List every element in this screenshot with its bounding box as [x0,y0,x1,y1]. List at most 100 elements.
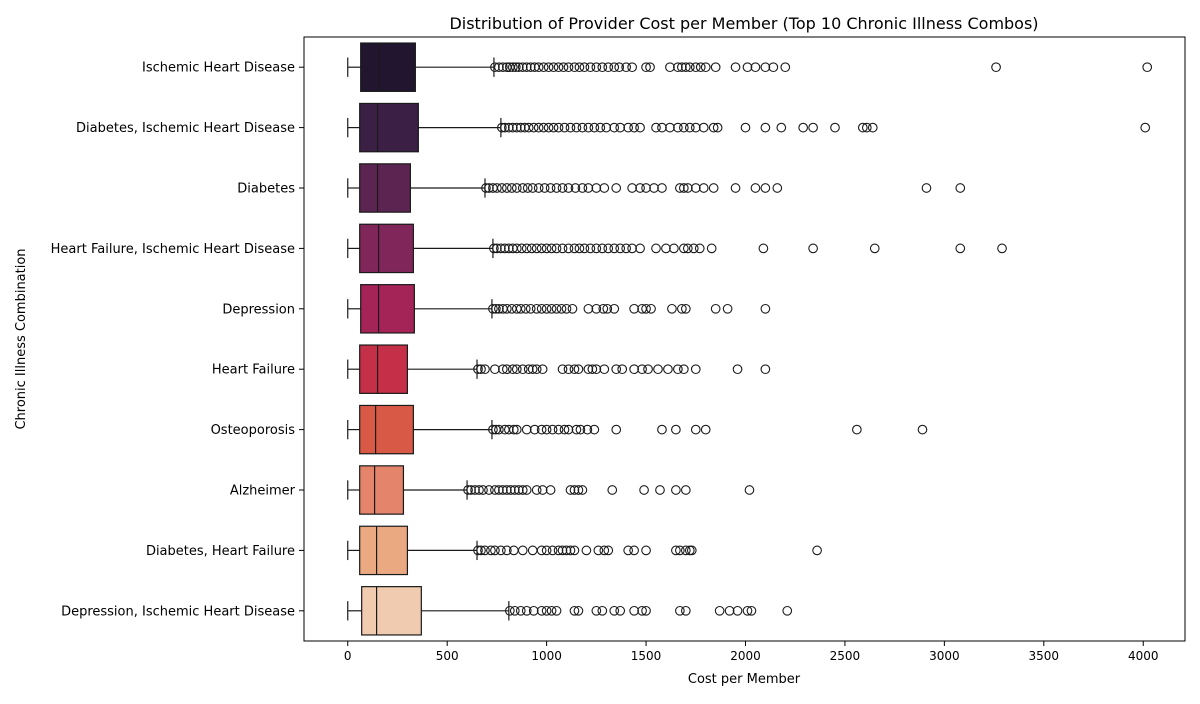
outlier-point [569,243,580,254]
outlier-point [591,183,602,193]
outlier-point [615,243,626,254]
outlier-point [515,303,526,314]
outlier-point [551,183,562,193]
outlier-point [563,243,574,254]
outlier-point [852,424,862,435]
outlier-point [492,183,502,193]
outlier-point [563,183,574,193]
outlier-point [546,605,557,616]
outlier-point [585,243,596,254]
outlier-point [506,303,517,314]
outlier-point [541,243,552,254]
y-tick-label: Diabetes [237,182,295,197]
outlier-point [536,605,547,616]
outlier-point [645,62,655,73]
outlier-point [556,303,567,314]
outlier-point [690,62,701,73]
outlier-point [663,364,673,375]
outlier-point [991,62,1001,73]
outlier-point [511,424,522,435]
outlier-point [553,545,564,556]
outlier-point [609,62,620,73]
outlier-point [511,364,522,375]
outlier-point [617,364,628,375]
outlier-point [673,122,683,133]
outlier-point [921,183,932,193]
outlier-point [722,303,733,314]
y-tick-label: Ischemic Heart Disease [142,61,295,76]
outlier-point [629,303,639,314]
outlier-point [1140,122,1151,133]
outlier-point [489,243,499,254]
outlier-point [583,303,594,314]
outlier-point [708,183,719,193]
outlier-point [490,545,500,556]
outlier-point [527,364,538,375]
outlier-point [565,545,576,556]
outlier-point [579,243,590,254]
outlier-point [680,485,691,495]
outlier-point [480,364,490,375]
box-group [347,102,1151,153]
outlier-point [678,364,689,375]
outlier-point [546,303,557,314]
outlier-point [712,122,723,133]
outlier-point [861,122,872,133]
outlier-point [782,605,793,616]
iqr-box [359,344,409,394]
outlier-point [780,62,791,73]
outlier-point [503,122,514,133]
outlier-point [591,243,602,254]
outlier-point [602,303,613,314]
box-group [347,223,1007,274]
outlier-point [651,122,661,133]
outlier-point [758,243,769,254]
outlier-point [609,243,620,254]
outlier-point [505,485,516,495]
outlier-point [511,183,522,193]
outlier-point [509,485,520,495]
outlier-point [742,605,753,616]
outlier-point [621,62,632,73]
outlier-point [772,183,783,193]
outlier-point [509,605,520,616]
outlier-point [614,62,625,73]
outlier-point [539,183,550,193]
outlier-point [597,62,608,73]
outlier-point [641,605,651,616]
x-tick-label: 2500 [830,649,861,663]
outlier-point [573,605,584,616]
outlier-point [639,485,649,495]
outlier-point [623,545,634,556]
outlier-point [730,183,741,193]
outlier-point [675,545,685,556]
outlier-point [657,424,667,435]
outlier-point [473,545,483,556]
outlier-point [537,485,548,495]
outlier-point [507,122,518,133]
outlier-point [553,424,564,435]
outlier-point [492,243,502,254]
outlier-point [680,62,691,73]
y-tick-label: Heart Failure, Ischemic Heart Disease [51,242,295,257]
outlier-point [591,303,602,314]
outlier-point [677,303,687,314]
outlier-point [629,605,639,616]
outlier-point [536,303,547,314]
outlier-point [523,364,534,375]
outlier-point [760,62,771,73]
outlier-point [528,605,539,616]
x-tick-label: 3000 [929,649,960,663]
outlier-point [750,183,761,193]
outlier-point [585,62,596,73]
box-group [347,465,755,515]
box-group [347,344,771,394]
outlier-point [682,243,693,254]
outlier-point [609,303,620,314]
outlier-point [700,62,711,73]
outlier-point [529,424,540,435]
outlier-point [710,303,721,314]
outlier-point [573,364,584,375]
outlier-point [746,605,757,616]
outlier-point [569,62,580,73]
